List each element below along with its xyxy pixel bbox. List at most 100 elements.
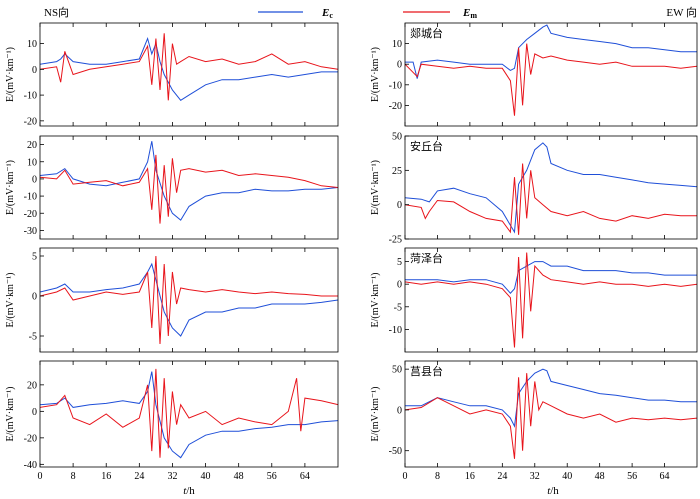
x-tick-label: 0 [403, 471, 408, 482]
y-tick-label: -50 [389, 446, 402, 457]
y-tick-label: 0 [397, 405, 402, 416]
plot-frame [404, 22, 698, 127]
series-ec-line [405, 142, 697, 234]
panel-ns-3: -5 0 5 E/(mV·km⁻¹) [5, 247, 339, 353]
series-ec-line [405, 261, 697, 294]
y-tick-label: -20 [389, 101, 402, 112]
x-tick-label: 64 [660, 471, 670, 482]
series-ec-line [40, 141, 338, 221]
station-label: 郯城台 [410, 26, 443, 40]
legend: Ec Em [258, 7, 477, 20]
x-tick-label: 56 [267, 471, 277, 482]
y-tick-label: 0 [397, 200, 402, 211]
y-tick-label: 10 [27, 157, 37, 168]
panel-ew-3: -10 -5 0 5 E/(mV·km⁻¹) 菏泽台 [370, 247, 698, 353]
series-ec-line [40, 371, 338, 459]
y-tick-label: -30 [24, 226, 37, 237]
x-tick-label: 40 [562, 471, 572, 482]
x-tick-label: 32 [530, 471, 540, 482]
series-ec-line [405, 368, 697, 428]
x-tick-label: 24 [497, 471, 507, 482]
panel-ew-2: -25 0 25 50 E/(mV·km⁻¹) 安丘台 [370, 132, 698, 246]
y-tick-label: -20 [24, 433, 37, 444]
series-em-line [405, 43, 697, 116]
x-axis-label-left: t/h [183, 485, 195, 497]
plot-frame [404, 135, 698, 240]
right-header: EW 向 [666, 5, 697, 19]
series-em-line [405, 252, 697, 348]
x-tick-label: 40 [201, 471, 211, 482]
y-tick-label: -25 [389, 235, 402, 246]
y-tick-label: -10 [389, 80, 402, 91]
panel-ns-2: -30 -20 -10 0 10 20 E/(mV·km⁻¹) [5, 135, 339, 240]
x-tick-label: 56 [627, 471, 637, 482]
y-axis-label: E/(mV·km⁻¹) [370, 273, 381, 328]
x-tick-label: 8 [435, 471, 440, 482]
y-axis-label: E/(mV·km⁻¹) [370, 47, 381, 102]
series-em-line [40, 368, 338, 458]
series-em-line [405, 373, 697, 459]
y-axis-label: E/(mV·km⁻¹) [370, 387, 381, 442]
x-tick-label: 48 [234, 471, 244, 482]
y-tick-label: -10 [389, 325, 402, 336]
series-em-line [40, 154, 338, 224]
x-axis-label-right: t/h [547, 485, 559, 497]
y-axis-label: E/(mV·km⁻¹) [5, 47, 16, 102]
panel-ns-1: -20 -10 0 10 E/(mV·km⁻¹) [5, 22, 339, 127]
x-tick-label: 32 [167, 471, 177, 482]
x-tick-label: 24 [134, 471, 144, 482]
y-tick-label: -10 [24, 91, 37, 102]
station-label: 菏泽台 [410, 251, 443, 265]
plot-frame [39, 22, 339, 127]
y-tick-label: 0 [32, 65, 37, 76]
x-tick-label: 0 [38, 471, 43, 482]
y-axis-label: E/(mV·km⁻¹) [370, 160, 381, 215]
panel-ew-1: -20 -10 0 10 E/(mV·km⁻¹) 郯城台 [370, 22, 698, 127]
x-tick-label: 48 [595, 471, 605, 482]
y-tick-label: -20 [24, 209, 37, 220]
left-header: NS向 [44, 5, 69, 19]
y-tick-label: 0 [397, 60, 402, 71]
y-tick-label: 0 [32, 407, 37, 418]
y-tick-label: 10 [392, 39, 402, 50]
series-em-line [405, 163, 697, 235]
series-em-line [40, 255, 338, 345]
series-ec-line [40, 36, 338, 101]
station-label: 安丘台 [410, 139, 443, 153]
y-tick-label: 50 [392, 132, 402, 143]
plot-frame [404, 247, 698, 353]
y-tick-label: 25 [392, 166, 402, 177]
x-tick-label: 8 [71, 471, 76, 482]
y-tick-label: 5 [32, 252, 37, 263]
y-tick-label: -20 [24, 116, 37, 127]
panels: -20 -10 0 10 E/(mV·km⁻¹) -30 -20 -10 0 10 20 E/(mV·… [5, 22, 698, 482]
y-tick-label: 50 [392, 365, 402, 376]
series-em-line [40, 33, 338, 101]
y-axis-label: E/(mV·km⁻¹) [5, 160, 16, 215]
x-tick-label: 16 [101, 471, 111, 482]
y-tick-label: 0 [32, 174, 37, 185]
plot-frame [39, 135, 339, 240]
legend-ec-label: Ec [321, 7, 333, 20]
x-tick-label: 64 [300, 471, 310, 482]
panel-ns-4: -40 -20 0 20 0 8 16 24 32 40 48 56 64 E/(mV·km⁻¹) [5, 360, 339, 482]
y-tick-label: -5 [394, 302, 402, 313]
y-tick-label: 5 [397, 257, 402, 268]
y-axis-label: E/(mV·km⁻¹) [5, 273, 16, 328]
y-tick-label: -10 [24, 192, 37, 203]
y-tick-label: 20 [27, 380, 37, 391]
legend-em-label: Em [462, 7, 477, 20]
x-tick-label: 16 [465, 471, 475, 482]
y-tick-label: -5 [29, 332, 37, 343]
y-tick-label: 20 [27, 140, 37, 151]
plot-frame [39, 360, 339, 468]
y-tick-label: 0 [397, 280, 402, 291]
series-ec-line [405, 24, 697, 79]
y-tick-label: 0 [32, 292, 37, 303]
station-label: 莒县台 [410, 364, 443, 378]
panel-ew-4: -50 0 50 0 8 16 24 32 40 48 56 64 E/(mV·km⁻¹) 莒县台 [370, 360, 698, 482]
y-tick-label: -40 [24, 460, 37, 471]
plot-frame [39, 247, 339, 353]
series-ec-line [40, 262, 338, 337]
